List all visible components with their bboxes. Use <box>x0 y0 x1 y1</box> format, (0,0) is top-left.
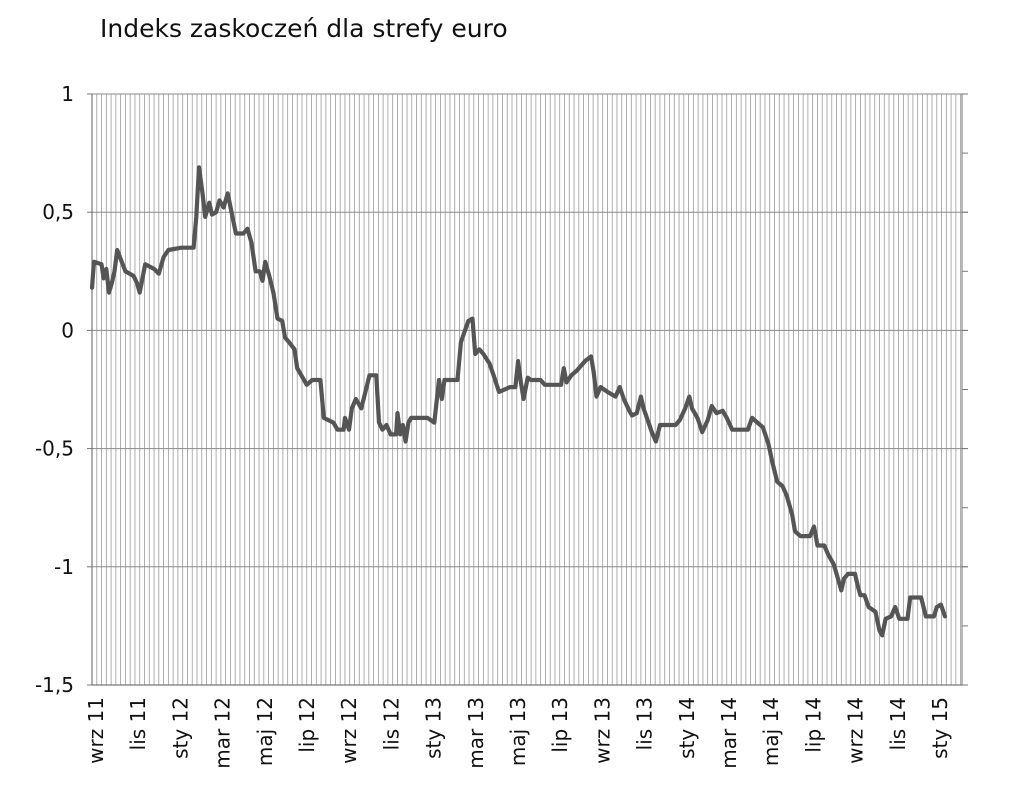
axes <box>87 93 968 686</box>
x-tick-label: lis 14 <box>886 697 910 750</box>
x-tick-label: lip 14 <box>801 697 825 753</box>
x-tick-label: lip 13 <box>548 697 572 753</box>
x-tick-label: wrz 14 <box>844 697 868 764</box>
x-tick-label: lis 13 <box>633 697 657 750</box>
x-tick-label: maj 13 <box>506 697 530 766</box>
chart-title: Indeks zaskoczeń dla strefy euro <box>100 14 508 43</box>
y-tick-label: 1 <box>61 82 74 106</box>
x-tick-label: sty 14 <box>675 697 699 759</box>
x-tick-label: wrz 13 <box>590 697 614 764</box>
x-tick-label: wrz 11 <box>84 697 108 764</box>
x-tick-label: maj 14 <box>759 697 783 766</box>
x-tick-label: maj 12 <box>253 697 277 766</box>
x-tick-label: sty 15 <box>928 697 952 759</box>
y-tick-label: 0 <box>61 318 74 342</box>
y-tick-label: 0,5 <box>42 200 74 224</box>
y-tick-label: -0,5 <box>35 437 74 461</box>
x-tick-label: mar 13 <box>464 697 488 769</box>
y-tick-label: -1 <box>54 555 74 579</box>
x-tick-labels: wrz 11 lis 11 sty 12 mar 12 maj 12 lip 12 wrz … <box>84 697 952 769</box>
y-tick-label: -1,5 <box>35 673 74 697</box>
x-tick-label: sty 12 <box>168 697 192 759</box>
x-tick-label: lis 11 <box>126 697 150 750</box>
y-tick-labels: 1 0,5 0 -0,5 -1 -1,5 <box>35 82 74 697</box>
x-tick-label: wrz 12 <box>337 697 361 764</box>
x-tick-label: sty 13 <box>422 697 446 759</box>
series-line <box>89 165 948 638</box>
x-tick-label: lip 12 <box>295 697 319 753</box>
x-tick-label: mar 14 <box>717 697 741 769</box>
series-layer <box>89 165 948 638</box>
x-tick-label: mar 12 <box>211 697 235 769</box>
vertical-gridlines <box>91 94 962 685</box>
x-tick-label: lis 12 <box>379 697 403 750</box>
